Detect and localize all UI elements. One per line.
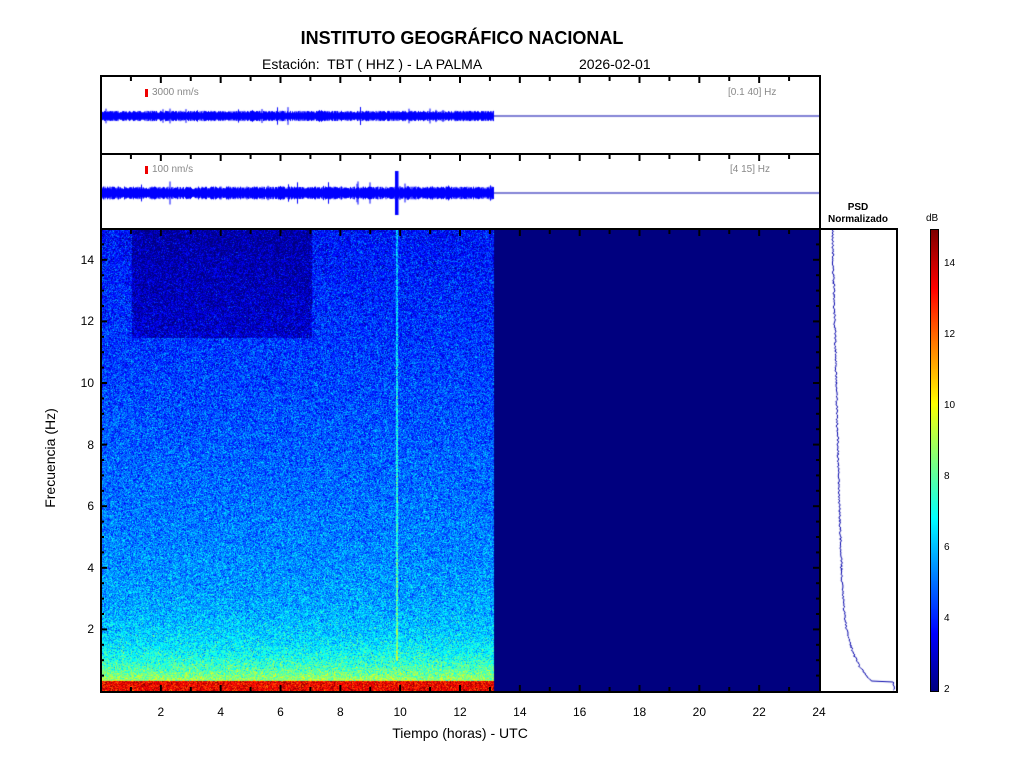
trace-band-label: [4 15] Hz	[730, 164, 771, 175]
seismogram-trace-broadband	[102, 77, 819, 153]
colorbar-tick-label: 4	[944, 613, 950, 625]
seismogram-trace-filtered	[102, 155, 819, 229]
x-tick-label: 22	[752, 705, 766, 719]
y-tick-label: 4	[87, 560, 94, 575]
scale-bar	[145, 89, 148, 97]
x-tick-label: 24	[812, 705, 826, 719]
trace-panel-filtered	[100, 153, 821, 231]
colorbar-tick-label: 12	[944, 329, 956, 341]
psd-title-line1: PSD	[847, 202, 869, 213]
x-tick-label: 18	[632, 705, 647, 719]
y-tick-label: 10	[80, 376, 94, 390]
trace-band-label: [0.1 40] Hz	[728, 87, 777, 98]
colorbar-label: dB	[926, 213, 939, 224]
colorbar-tick-label: 8	[944, 471, 950, 483]
y-tick-label: 6	[87, 499, 94, 514]
colorbar-tick-label: 6	[944, 542, 950, 554]
trace-scale-label: 3000 nm/s	[152, 87, 199, 98]
x-tick-label: 8	[336, 705, 344, 719]
y-tick-label: 8	[87, 437, 94, 452]
x-tick-label: 4	[217, 705, 224, 719]
trace-scale-label: 100 nm/s	[152, 164, 194, 175]
x-tick-label: 12	[453, 705, 467, 719]
x-tick-label: 10	[393, 705, 407, 719]
x-axis-label: Tiempo (horas) - UTC	[392, 725, 528, 741]
x-tick-label: 2	[157, 705, 165, 719]
scale-bar	[145, 166, 148, 174]
y-tick-label: 2	[87, 622, 94, 637]
x-tick-label: 20	[692, 705, 706, 719]
colorbar	[930, 229, 939, 692]
colorbar-tick-label: 10	[944, 400, 956, 412]
y-axis-label: Frecuencia (Hz)	[42, 408, 58, 508]
x-tick-label: 6	[277, 705, 284, 719]
psd-panel	[819, 228, 898, 693]
y-tick-label: 12	[80, 314, 94, 329]
x-tick-label: 14	[513, 705, 527, 719]
chart-title: INSTITUTO GEOGRÁFICO NACIONAL	[300, 28, 624, 48]
spectrogram	[102, 230, 819, 691]
psd-title-line2: Normalizado	[827, 214, 888, 225]
psd-title: PSD Normalizado	[810, 202, 906, 226]
colorbar-tick-label: 2	[944, 684, 950, 695]
psd-curve	[821, 230, 896, 691]
date-label: 2026-02-01	[579, 56, 651, 72]
station-label: Estación: TBT ( HHZ ) - LA PALMA	[262, 56, 483, 72]
x-tick-label: 16	[572, 705, 587, 719]
colorbar-tick-label: 14	[944, 258, 956, 270]
y-tick-label: 14	[80, 252, 94, 267]
